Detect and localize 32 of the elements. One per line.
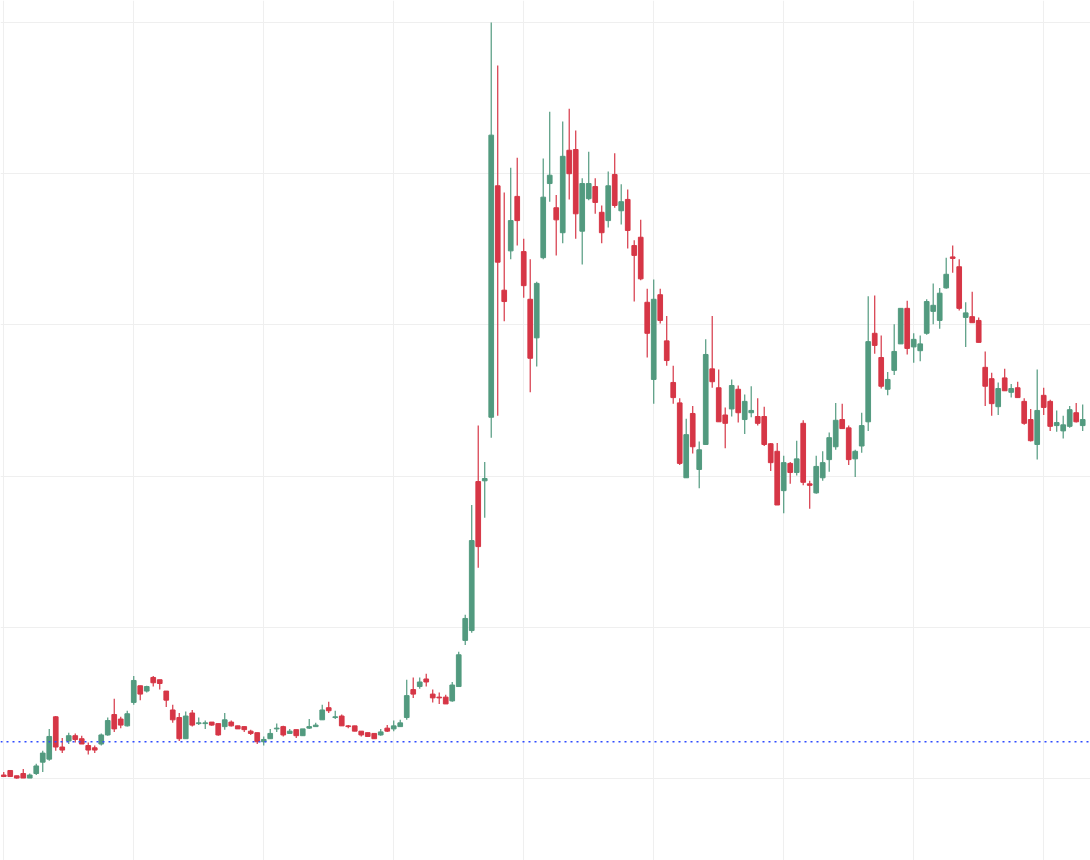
candlestick xyxy=(871,294,878,355)
candlestick xyxy=(182,710,189,740)
candlestick xyxy=(403,679,410,721)
candlestick xyxy=(891,323,898,376)
candlestick xyxy=(793,440,800,477)
candlestick xyxy=(670,365,677,405)
candlestick xyxy=(592,177,599,215)
candlestick xyxy=(787,461,794,485)
candlestick xyxy=(501,192,508,322)
candlestick xyxy=(546,111,553,203)
candlestick xyxy=(1079,403,1086,432)
candlestick xyxy=(949,244,956,274)
candlestick xyxy=(618,183,625,225)
candlestick xyxy=(1073,402,1080,424)
candlestick xyxy=(995,381,1002,416)
candlestick xyxy=(553,194,560,256)
candlestick xyxy=(962,301,969,348)
candlestick xyxy=(663,315,670,367)
candlestick xyxy=(696,440,703,489)
candlestick xyxy=(884,371,891,396)
candlestick xyxy=(728,378,735,418)
candlestick xyxy=(709,315,716,389)
candlestick xyxy=(598,204,605,244)
candlestick xyxy=(852,449,859,478)
candlestick xyxy=(735,384,742,424)
candlestick xyxy=(806,480,813,510)
candlestick xyxy=(481,461,488,519)
candlestick xyxy=(410,676,417,699)
candlestick xyxy=(943,257,950,290)
candlestick xyxy=(1001,368,1008,392)
candlestick xyxy=(130,675,137,706)
candlestick xyxy=(858,412,865,454)
